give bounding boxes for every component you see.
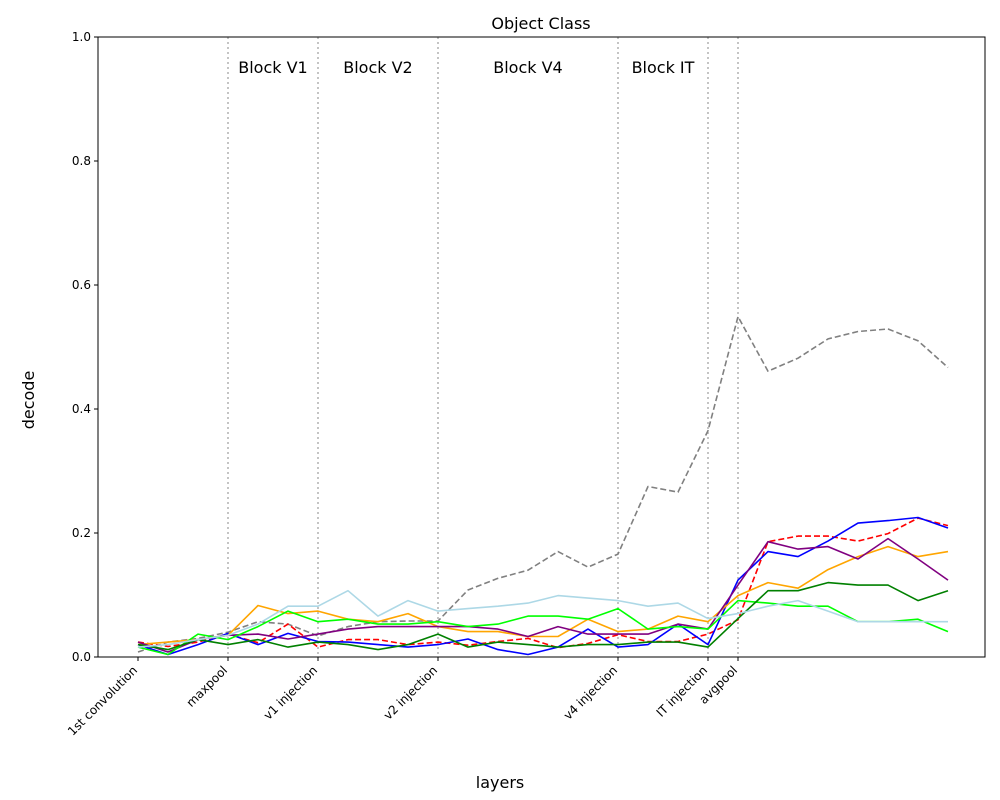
block-label-3: Block IT xyxy=(632,58,695,77)
series-line-6 xyxy=(137,581,949,651)
series-line-1 xyxy=(137,517,949,649)
x-tick-label-1: maxpool xyxy=(184,663,231,710)
series-line-0 xyxy=(137,315,949,653)
x-tick-label-0: 1st convolution xyxy=(65,663,140,738)
x-axis-ticks: 1st convolution maxpool v1 injection v2 inj… xyxy=(65,657,740,738)
y-tick-label-5: 1.0 xyxy=(72,30,91,44)
y-tick-label-4: 0.8 xyxy=(72,154,91,168)
series-lines xyxy=(137,315,949,656)
series-line-3 xyxy=(137,545,949,646)
y-tick-label-0: 0.0 xyxy=(72,650,91,664)
y-axis-label: decode xyxy=(19,371,38,430)
chart-title: Object Class xyxy=(491,14,590,33)
y-tick-label-1: 0.2 xyxy=(72,526,91,540)
block-dividers xyxy=(227,37,739,657)
series-line-7 xyxy=(137,589,948,648)
x-axis-label: layers xyxy=(476,773,524,792)
y-axis-ticks: 0.0 0.2 0.4 0.6 0.8 1.0 xyxy=(72,30,98,664)
plot-frame xyxy=(97,36,986,658)
x-tick-label-2: v1 injection xyxy=(261,663,320,722)
series-line-4 xyxy=(137,537,949,653)
y-tick-label-2: 0.4 xyxy=(72,402,91,416)
block-label-0: Block V1 xyxy=(238,58,307,77)
block-label-2: Block V4 xyxy=(493,58,562,77)
x-tick-label-4: v4 injection xyxy=(561,663,620,722)
block-label-1: Block V2 xyxy=(343,58,412,77)
x-tick-label-3: v2 injection xyxy=(381,663,440,722)
block-labels: Block V1 Block V2 Block V4 Block IT xyxy=(238,58,694,77)
y-tick-label-3: 0.6 xyxy=(72,278,91,292)
series-line-2 xyxy=(137,516,949,656)
